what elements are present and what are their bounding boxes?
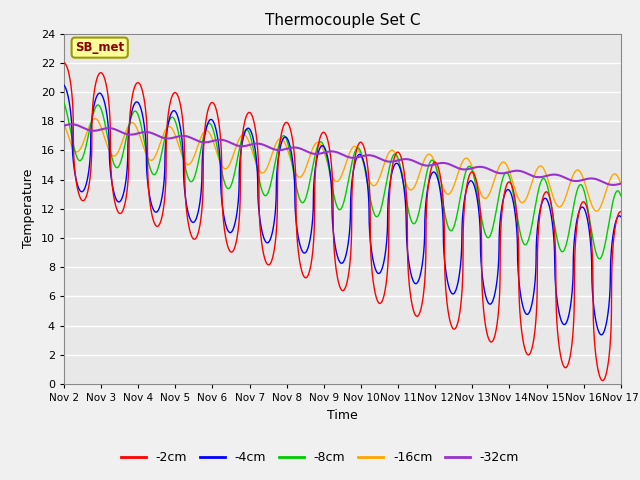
Legend: -2cm, -4cm, -8cm, -16cm, -32cm: -2cm, -4cm, -8cm, -16cm, -32cm <box>116 446 524 469</box>
Title: Thermocouple Set C: Thermocouple Set C <box>265 13 420 28</box>
Text: SB_met: SB_met <box>75 41 124 54</box>
X-axis label: Time: Time <box>327 408 358 421</box>
Y-axis label: Temperature: Temperature <box>22 169 35 249</box>
